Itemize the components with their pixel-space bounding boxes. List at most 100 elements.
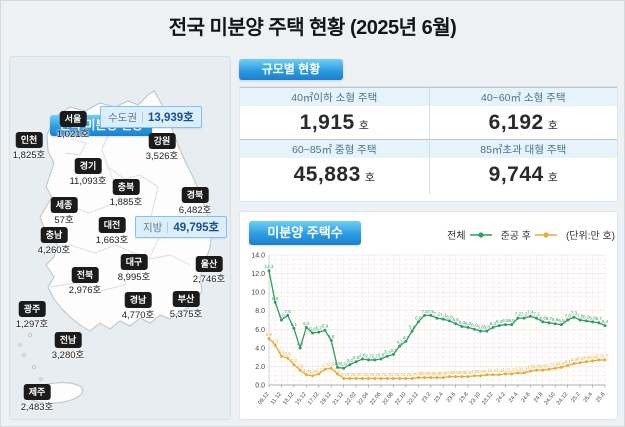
data-label: 1.6 — [533, 364, 540, 369]
data-point — [317, 372, 321, 376]
data-point — [578, 361, 582, 365]
data-label: 1.0 — [471, 369, 478, 374]
data-point — [360, 357, 364, 361]
size-value: 45,883 호 — [293, 163, 375, 186]
size-label: 60~85㎡ 중형 주택 — [240, 139, 429, 158]
data-point — [454, 375, 458, 379]
chart-panel-header: 미분양 주택수 — [249, 221, 361, 245]
small-island — [18, 343, 22, 347]
data-label: 0.7 — [396, 372, 403, 377]
data-point — [423, 313, 427, 317]
data-point — [553, 366, 557, 370]
region-chip-경기: 경기 — [74, 158, 102, 174]
x-tick-label: 22.08 — [382, 392, 395, 407]
data-label: 1.1 — [490, 368, 497, 373]
data-label: 7.3 — [571, 311, 578, 316]
data-label: 0.9 — [465, 370, 472, 375]
data-point — [447, 375, 451, 379]
data-label: 6.5 — [558, 318, 565, 323]
data-label: 0.9 — [459, 370, 466, 375]
data-point — [510, 323, 514, 327]
data-label: 0.8 — [440, 371, 447, 376]
data-point — [279, 354, 283, 358]
data-label: 0.7 — [372, 372, 379, 377]
data-label: 7.5 — [284, 309, 291, 314]
data-label: 1.1 — [496, 368, 503, 373]
size-panel: 40㎡이하 소형 주택 40~60㎡ 소형 주택 1,915 호 6,192 호 60~85… — [239, 86, 618, 202]
data-label: 4.8 — [328, 334, 335, 339]
data-label: 2.1 — [564, 359, 571, 364]
x-tick-label: 22.06 — [369, 392, 382, 407]
region-chip-광주: 광주 — [18, 301, 46, 317]
legend-label: 전체 — [447, 231, 466, 242]
region-value: 3,526호 — [145, 151, 179, 162]
data-label: 0.7 — [390, 372, 397, 377]
data-point — [541, 368, 545, 372]
small-island — [31, 364, 37, 370]
data-label: 2.4 — [577, 356, 584, 361]
data-label: 6.9 — [446, 314, 453, 319]
data-point — [566, 318, 570, 322]
y-tick-label: 8.0 — [255, 308, 265, 315]
data-point — [273, 343, 277, 347]
data-label: 0.7 — [347, 372, 354, 377]
data-point — [454, 322, 458, 326]
data-point — [311, 374, 315, 378]
data-point — [566, 364, 570, 367]
x-tick-label: 22.04 — [357, 392, 370, 407]
x-tick-label: 23.10 — [469, 392, 482, 407]
data-label: 2.8 — [359, 352, 366, 357]
data-point — [404, 377, 408, 380]
x-tick-label: 23.2 — [421, 392, 432, 404]
data-point — [360, 377, 364, 380]
data-label: 2.2 — [347, 358, 354, 363]
data-point — [597, 321, 601, 325]
region-value: 6,482호 — [178, 205, 212, 216]
data-label: 1.8 — [340, 362, 347, 367]
data-label: 6.9 — [583, 314, 590, 319]
data-point — [385, 354, 389, 358]
data-point — [559, 323, 563, 327]
data-point — [317, 330, 321, 334]
data-label: 4.0 — [297, 341, 304, 346]
data-point — [286, 356, 290, 360]
data-point — [485, 329, 489, 333]
data-label: 1.1 — [484, 368, 491, 373]
data-point — [391, 377, 395, 380]
y-tick-label: 10.0 — [251, 290, 265, 297]
data-point — [522, 316, 526, 320]
legend-marker-icon — [534, 231, 557, 238]
size-value: 9,744 호 — [428, 158, 618, 194]
data-label: 5.8 — [477, 325, 484, 330]
data-label: 1.2 — [508, 367, 515, 372]
x-tick-label: 23.8 — [458, 392, 469, 404]
data-label: 4.7 — [403, 335, 410, 340]
data-label: 6.2 — [303, 321, 310, 326]
data-label: 1.8 — [328, 362, 335, 367]
data-label: 6.7 — [546, 316, 553, 321]
data-point — [516, 371, 520, 375]
data-point — [460, 375, 464, 379]
data-point — [460, 325, 464, 328]
data-point — [273, 300, 277, 304]
small-island — [22, 353, 26, 357]
region-value: 1,297호 — [15, 319, 49, 330]
region-value: 1,663호 — [95, 235, 129, 246]
data-point — [472, 327, 476, 331]
x-tick-label: 17.12 — [307, 392, 320, 407]
data-point — [472, 374, 476, 378]
data-label: 5.9 — [322, 324, 329, 329]
x-tick-label: 24.6 — [520, 392, 531, 404]
data-point — [298, 346, 302, 350]
data-label: 6.8 — [540, 315, 547, 320]
data-point — [329, 338, 333, 342]
data-label: 0.9 — [452, 370, 459, 375]
data-point — [279, 318, 283, 322]
data-point — [435, 376, 439, 380]
data-label: 1.0 — [477, 369, 484, 374]
data-point — [497, 373, 501, 377]
data-label: 4.3 — [272, 338, 279, 343]
region-chip-인천: 인천 — [15, 132, 43, 148]
data-point — [367, 358, 371, 362]
data-point — [503, 323, 507, 327]
